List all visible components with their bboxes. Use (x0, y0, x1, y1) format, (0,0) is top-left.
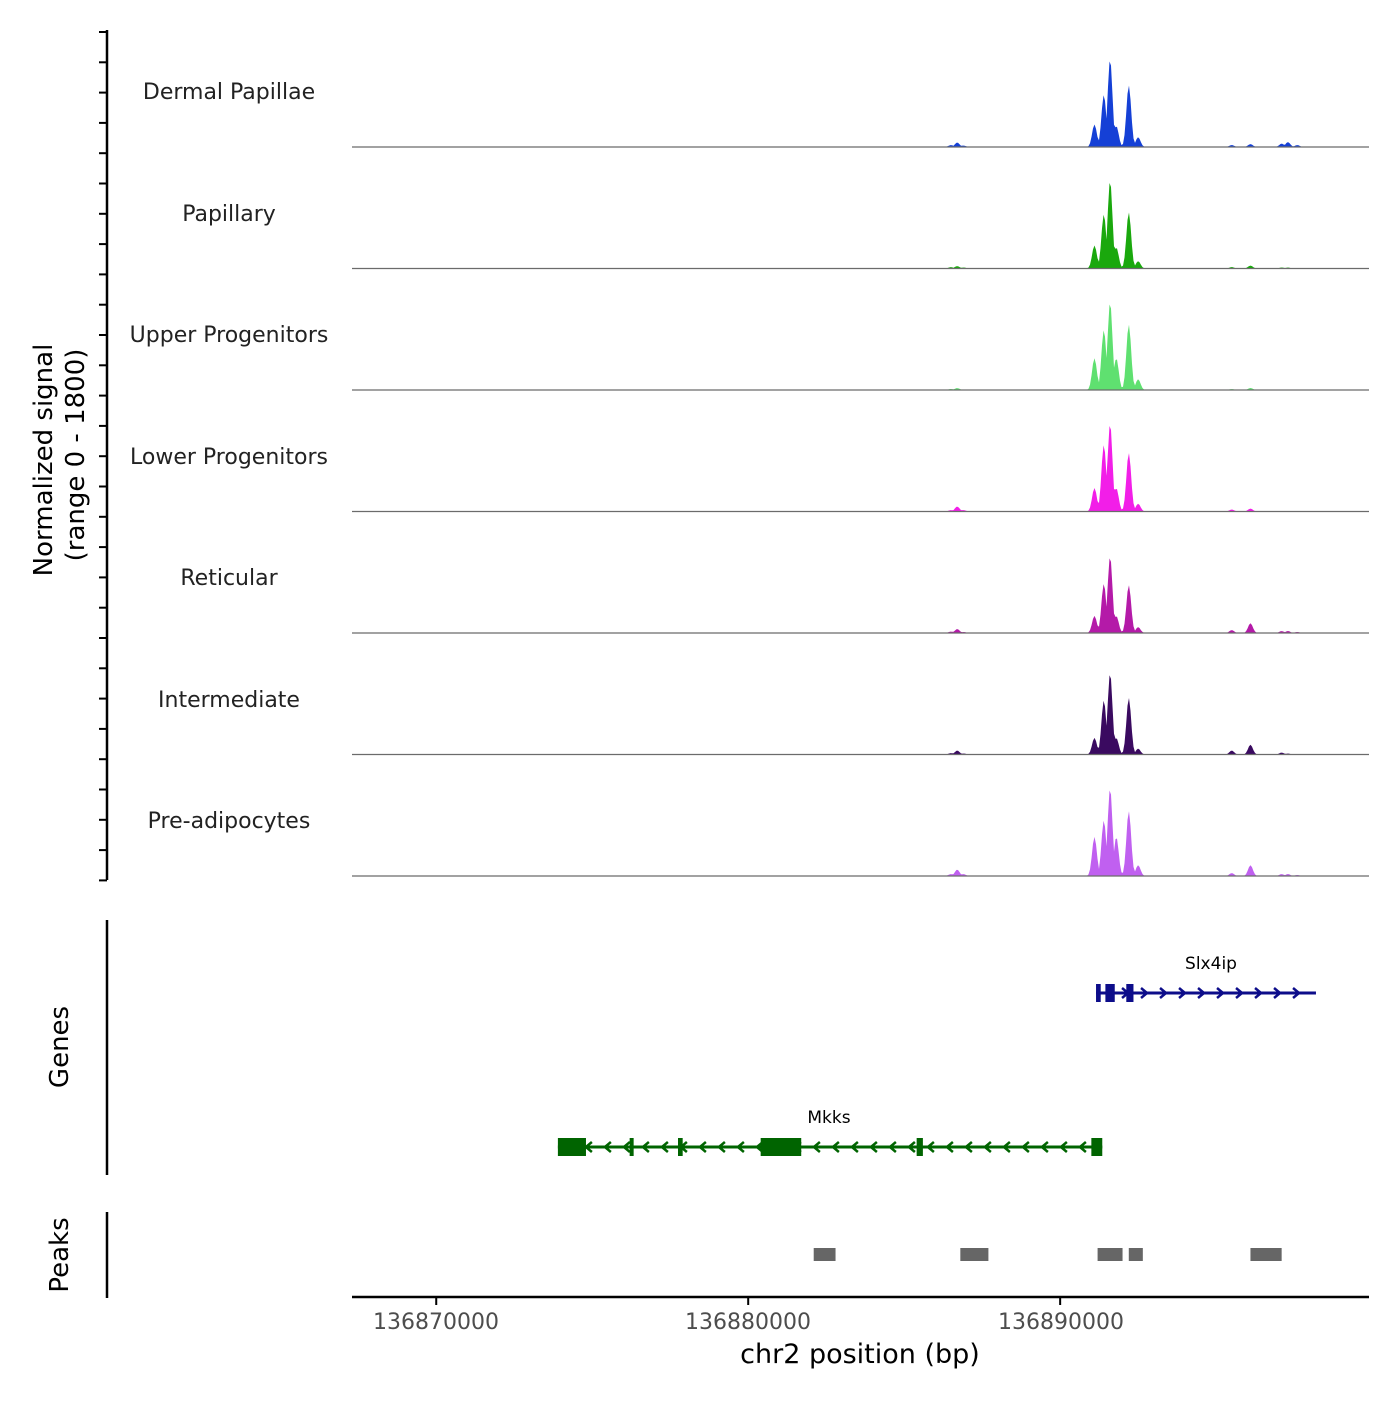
strand-arrow (925, 1141, 935, 1153)
strand-arrow (1235, 987, 1244, 999)
x-tick-label-136890000: 136890000 (998, 1310, 1124, 1335)
signal-area-intermediate (352, 675, 1369, 755)
exon (1091, 1138, 1103, 1156)
signal-area-upper-progenitors (352, 304, 1369, 390)
strand-arrow (640, 1141, 650, 1153)
peak-region (960, 1248, 989, 1261)
strand-arrow (697, 1141, 707, 1153)
strand-arrow (1197, 987, 1206, 999)
exon (557, 1138, 586, 1156)
strand-arrow (1178, 987, 1187, 999)
track-label-dermal-papillae: Dermal Papillae (143, 80, 315, 105)
peaks-panel-title: Peaks (45, 1217, 75, 1292)
strand-arrow (963, 1141, 973, 1153)
strand-arrow (868, 1141, 878, 1153)
signal-area-pre-adipocytes (352, 790, 1369, 876)
strand-arrow (1159, 987, 1168, 999)
gene-label-mkks: Mkks (807, 1108, 850, 1128)
track-upper-progenitors (352, 304, 1369, 391)
track-dermal-papillae (352, 61, 1369, 148)
gene-slx4ip (1096, 984, 1316, 1002)
x-tick-label-136870000: 136870000 (373, 1310, 499, 1335)
strand-arrow (1039, 1141, 1049, 1153)
exon (1096, 984, 1101, 1002)
strand-arrow (1273, 987, 1282, 999)
strand-arrow (621, 1141, 631, 1153)
x-axis-title: chr2 position (bp) (740, 1339, 980, 1370)
track-label-lower-progenitors: Lower Progenitors (130, 445, 328, 470)
exon (1126, 984, 1134, 1002)
strand-arrow (1001, 1141, 1011, 1153)
signal-area-lower-progenitors (352, 426, 1369, 512)
strand-arrow (811, 1141, 821, 1153)
track-intermediate (352, 675, 1369, 756)
exon (916, 1138, 923, 1156)
track-papillary (352, 183, 1369, 270)
strand-arrow (830, 1141, 840, 1153)
signal-area-papillary (352, 183, 1369, 269)
strand-arrow (1020, 1141, 1030, 1153)
genes-panel-title: Genes (45, 1006, 75, 1088)
exon (629, 1138, 634, 1156)
strand-arrow (659, 1141, 669, 1153)
strand-arrow (944, 1141, 954, 1153)
strand-arrow (887, 1141, 897, 1153)
x-tick-label-136880000: 136880000 (685, 1310, 811, 1335)
strand-arrow (1077, 1141, 1087, 1153)
gene-label-slx4ip: Slx4ip (1185, 954, 1237, 974)
signal-area-reticular (352, 558, 1369, 633)
strand-arrow (1216, 987, 1225, 999)
exon (760, 1138, 802, 1156)
track-label-papillary: Papillary (182, 202, 276, 227)
strand-arrow (602, 1141, 612, 1153)
strand-arrow (735, 1141, 745, 1153)
strand-arrow (982, 1141, 992, 1153)
peak-region (813, 1248, 836, 1261)
signal-axis-range: (range 0 - 1800) (61, 349, 91, 562)
track-label-reticular: Reticular (180, 566, 278, 591)
strand-arrow (906, 1141, 916, 1153)
track-label-intermediate: Intermediate (158, 688, 300, 713)
signal-axis-title: Normalized signal (29, 344, 59, 577)
strand-arrow (1254, 987, 1263, 999)
strand-arrow (1140, 987, 1149, 999)
track-label-pre-adipocytes: Pre-adipocytes (148, 809, 311, 834)
track-pre-adipocytes (352, 790, 1369, 877)
track-reticular (352, 558, 1369, 634)
exon (1105, 984, 1115, 1002)
track-lower-progenitors (352, 426, 1369, 513)
gene-mkks (557, 1138, 1103, 1156)
strand-arrow (1058, 1141, 1068, 1153)
exon (678, 1138, 683, 1156)
strand-arrow (1292, 987, 1301, 999)
peak-region (1097, 1248, 1123, 1261)
track-label-upper-progenitors: Upper Progenitors (130, 323, 329, 348)
peak-region (1128, 1248, 1143, 1261)
strand-arrow (716, 1141, 726, 1153)
peak-region (1250, 1248, 1282, 1261)
signal-area-dermal-papillae (352, 61, 1369, 147)
strand-arrow (849, 1141, 859, 1153)
